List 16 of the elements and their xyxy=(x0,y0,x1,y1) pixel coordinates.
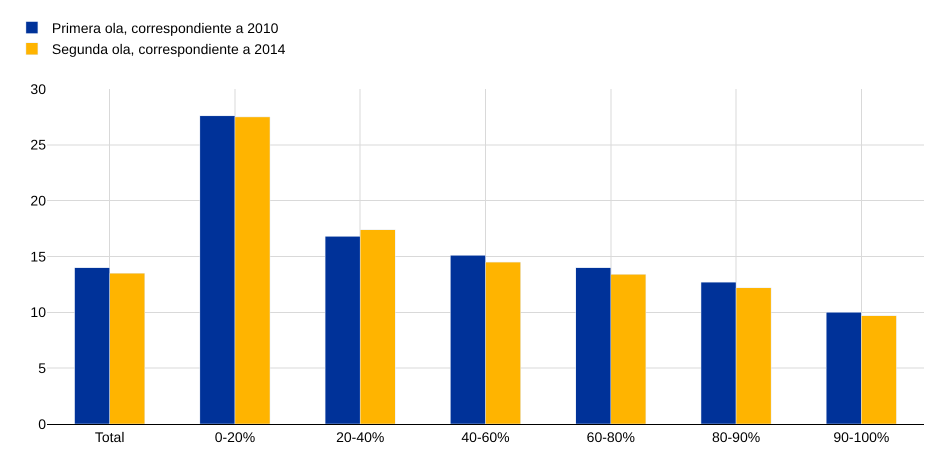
x-tick-label: 80-90% xyxy=(712,428,760,445)
legend-label: Primera ola, correspondiente a 2010 xyxy=(52,20,279,36)
legend-label: Segunda ola, correspondiente a 2014 xyxy=(52,41,286,58)
x-tick-label: 60-80% xyxy=(586,428,635,445)
y-tick-label: 0 xyxy=(38,416,46,432)
x-tick-label: 90-100% xyxy=(833,428,890,445)
y-tick-label: 5 xyxy=(38,360,46,376)
x-tick-label: 40-60% xyxy=(461,428,510,445)
y-tick-label: 10 xyxy=(30,304,46,320)
x-tick-label: 0-20% xyxy=(214,428,256,445)
y-tick-label: 15 xyxy=(30,248,46,264)
y-tick-label: 20 xyxy=(30,192,46,209)
x-tick-label: Total xyxy=(94,428,124,445)
x-tick-label: 20-40% xyxy=(336,428,384,445)
y-tick-label: 25 xyxy=(30,136,46,153)
y-tick-label: 30 xyxy=(30,80,46,97)
